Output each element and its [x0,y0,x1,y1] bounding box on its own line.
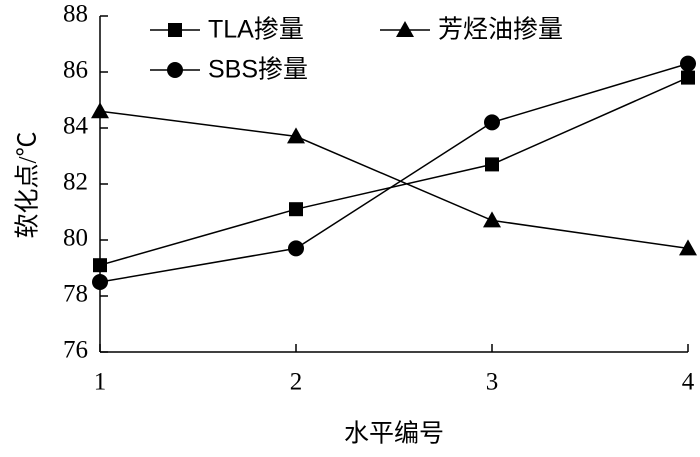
data-point [681,70,695,85]
y-tick-label: 86 [63,57,88,84]
data-point [93,258,107,273]
x-tick-label: 3 [486,369,499,396]
x-axis-label: 水平编号 [344,420,444,448]
legend-label: 芳烃油掺量 [438,16,563,44]
data-point [91,102,109,119]
series-line [99,76,689,266]
legend-marker [167,62,183,78]
y-tick-label: 84 [63,113,89,140]
data-point [289,202,303,217]
data-point [92,274,108,290]
y-tick-label: 88 [63,1,88,28]
legend-label: TLA掺量 [208,16,304,44]
legend-label: SBS掺量 [208,56,308,84]
data-point [680,55,696,72]
x-tick-label: 1 [94,369,107,396]
y-axis-label: 软化点/℃ [14,132,42,239]
data-point [483,211,501,228]
y-tick-label: 78 [63,281,88,308]
data-point [485,157,499,172]
y-tick-label: 82 [63,169,88,196]
data-point [484,114,500,131]
x-tick-label: 2 [290,369,303,396]
y-tick-label: 80 [63,225,88,252]
legend-marker [396,21,414,37]
legend-marker [168,23,182,37]
x-tick-label: 4 [682,369,695,396]
data-point [287,127,305,144]
data-point [679,239,697,256]
y-tick-label: 76 [63,337,88,364]
data-point [288,240,304,257]
series-line [99,62,689,283]
series-line [99,110,689,250]
